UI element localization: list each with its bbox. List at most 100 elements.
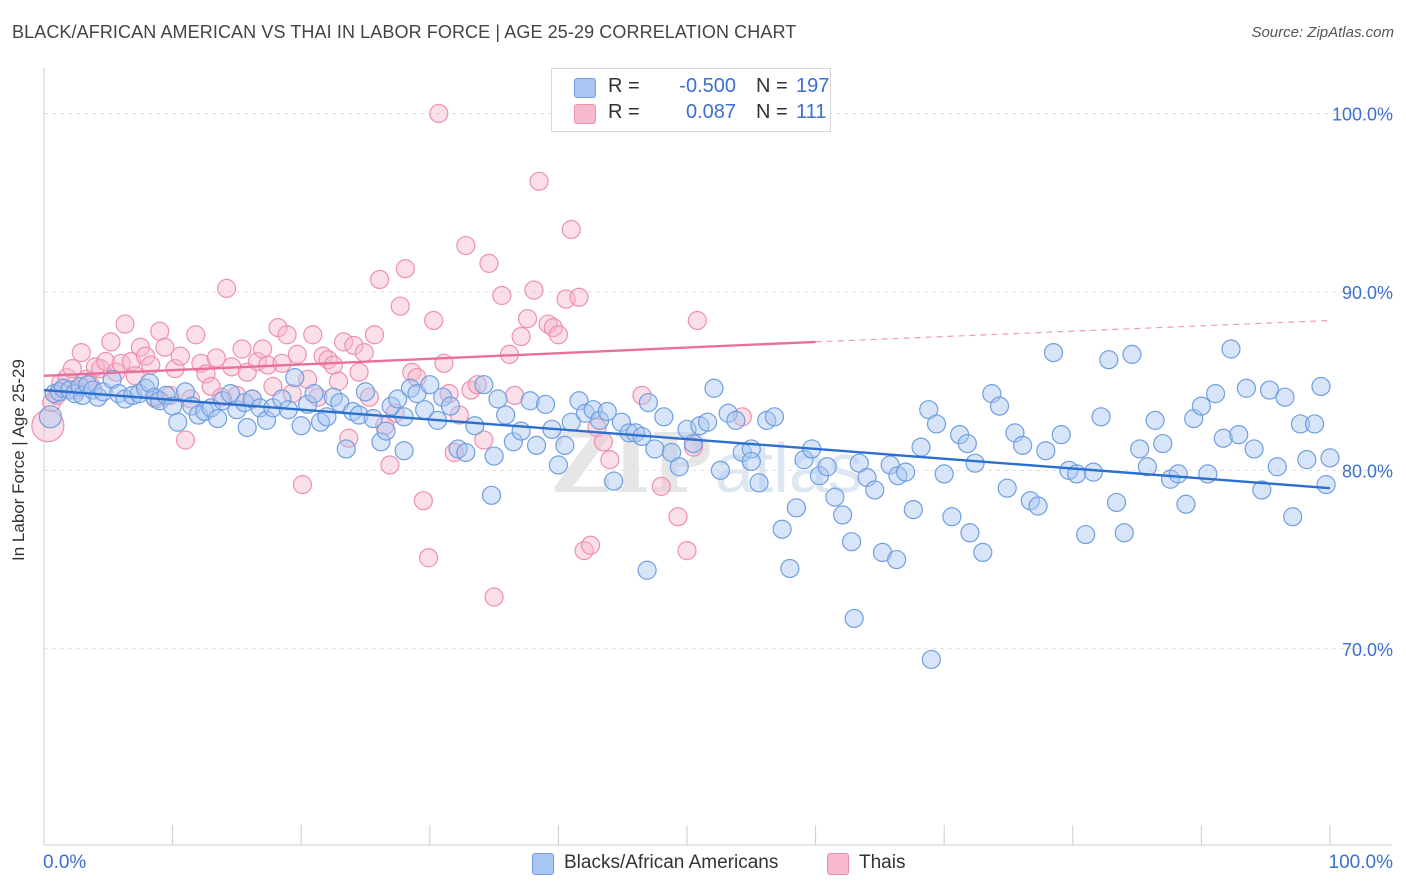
black-point [726, 410, 746, 430]
thais-trend-line [43, 340, 816, 377]
black-point [520, 391, 540, 411]
black-point [394, 441, 414, 461]
thai-point [334, 332, 354, 352]
black-point [1013, 435, 1033, 455]
legend-swatch-blue [574, 78, 596, 98]
black-point [456, 442, 476, 463]
x-tick-label-min: 0.0% [43, 852, 87, 873]
black-point [1122, 344, 1142, 364]
thai-point [529, 171, 549, 191]
black-point [1036, 441, 1056, 461]
black-point [794, 450, 814, 470]
black-point [1191, 396, 1212, 416]
black-point [1297, 450, 1317, 470]
thai-point [175, 430, 196, 450]
black-point [1304, 414, 1325, 434]
thai-point [287, 344, 307, 364]
black-point [1099, 350, 1119, 370]
thai-point [272, 353, 292, 373]
thai-point [130, 337, 151, 357]
black-point [323, 387, 343, 407]
black-point [388, 389, 408, 409]
x-tick-label-max: 100.0% [1328, 852, 1393, 873]
black-point [168, 412, 188, 432]
black-point [645, 439, 665, 459]
black-point [903, 499, 923, 520]
black-point [1213, 428, 1233, 448]
thai-point [277, 325, 297, 345]
black-point [1168, 464, 1188, 484]
black-point [1252, 480, 1272, 500]
y-tick-label: 70.0% [1342, 640, 1393, 660]
black-point [911, 437, 931, 457]
thai-point [390, 296, 410, 316]
thai-point [354, 342, 374, 363]
thais-trend-extension [815, 319, 1331, 343]
thai-point [517, 309, 538, 329]
black-point [304, 384, 324, 404]
thai-point [524, 280, 544, 300]
y-tick-label: 100.0% [1332, 105, 1393, 125]
thai-point [456, 235, 476, 256]
source-label: Source: ZipAtlas.com [1251, 24, 1394, 41]
black-point [637, 560, 657, 580]
thai-point [593, 432, 614, 452]
axes [43, 68, 1392, 846]
black-point [310, 412, 331, 432]
black-point [638, 392, 659, 413]
thai-point [461, 380, 481, 400]
thai-point [429, 103, 449, 124]
black-point [285, 367, 305, 388]
thai-point [71, 342, 91, 363]
thai-point [687, 310, 707, 331]
black-point [102, 369, 122, 389]
thai-point [217, 278, 237, 298]
black-point [764, 407, 785, 427]
black-point [942, 507, 962, 527]
legend-n-label: N = [756, 75, 788, 97]
black-point [669, 457, 689, 477]
thai-point [115, 314, 135, 334]
thai-point [600, 450, 620, 470]
thai-point [135, 346, 156, 366]
thai-point [561, 219, 581, 240]
black-point [465, 416, 485, 436]
correlation-legend: R = -0.500 N = 197 R = 0.087 N = 111 [551, 68, 831, 132]
black-point [481, 485, 502, 505]
black-point [960, 523, 980, 543]
legend-n-label: N = [756, 101, 788, 123]
black-point [965, 453, 985, 473]
thai-point [101, 332, 121, 352]
trend-lines [43, 319, 1331, 490]
black-point [139, 373, 160, 393]
thais-points [31, 103, 752, 607]
thai-point [349, 362, 369, 382]
black-point [1290, 414, 1311, 434]
black-point [997, 478, 1017, 498]
thai-point [474, 430, 494, 450]
black-point [548, 455, 569, 475]
black-point [896, 462, 916, 482]
black-point [1051, 425, 1071, 445]
y-tick-label: 80.0% [1342, 461, 1393, 481]
legend-n-value: 111 [796, 101, 827, 123]
black-point [1205, 384, 1226, 404]
thai-point [370, 269, 390, 290]
thai-point [677, 541, 697, 561]
black-point [60, 380, 80, 400]
black-point [72, 385, 93, 406]
black-point [825, 487, 845, 507]
black-point [1176, 494, 1196, 514]
thai-point [548, 325, 569, 345]
black-point [381, 396, 401, 416]
bottom-legend-label: Thais [859, 852, 906, 873]
thai-point [569, 287, 589, 307]
black-point [597, 401, 617, 422]
black-point [817, 457, 837, 477]
black-point [710, 460, 731, 480]
thai-point [395, 259, 415, 279]
thai-point [186, 325, 206, 345]
black-point [1275, 387, 1295, 407]
black-point [420, 375, 440, 395]
